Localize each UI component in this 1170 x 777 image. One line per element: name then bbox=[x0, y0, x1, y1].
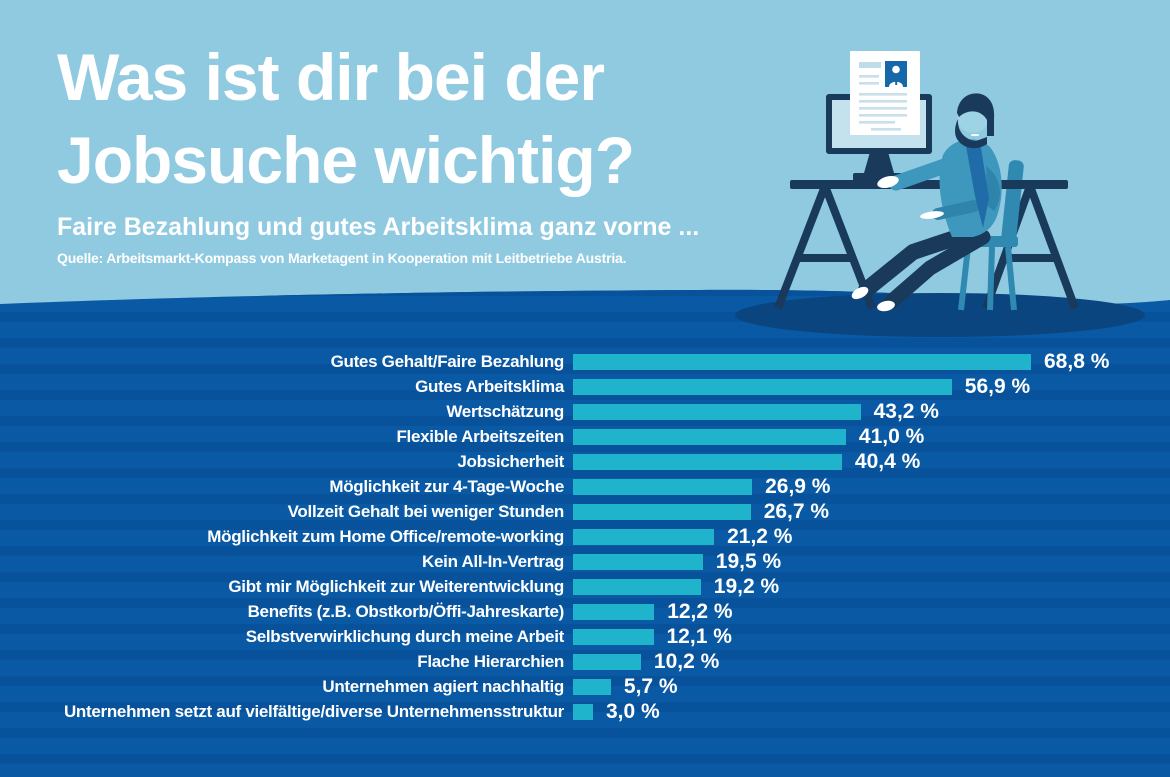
bar bbox=[573, 453, 842, 470]
bar-label: Flache Hierarchien bbox=[0, 652, 564, 672]
title-line-1: Was ist dir bei der bbox=[57, 40, 605, 114]
chart-row: Unternehmen agiert nachhaltig 5,7 % bbox=[0, 674, 1170, 699]
bar-label-text: Gutes Arbeitsklima bbox=[415, 376, 564, 396]
shoe bbox=[877, 300, 895, 312]
bar-label-text: Gutes Gehalt/Faire Bezahlung bbox=[330, 351, 565, 371]
chart-row: Möglichkeit zum Home Office/remote-worki… bbox=[0, 524, 1170, 549]
bar-label: Gibt mir Möglichkeit zur Weiterentwicklu… bbox=[0, 577, 564, 597]
bar-label: Selbstverwirklichung durch meine Arbeit bbox=[0, 626, 565, 647]
bar bbox=[573, 528, 715, 545]
man bbox=[851, 93, 1002, 312]
desk-top bbox=[790, 180, 1068, 189]
chart-row: Flexible Arbeitszeiten 41,0 % bbox=[0, 424, 1170, 449]
floor-shadow bbox=[735, 293, 1145, 337]
hair bbox=[957, 93, 995, 136]
bar-label-text: Möglichkeit zum Home Office/remote-worki… bbox=[207, 526, 564, 546]
bar-label-text: Gibt mir Möglichkeit zur Weiterentwicklu… bbox=[228, 576, 564, 596]
bar bbox=[573, 578, 701, 595]
chart-row: Gutes Gehalt/Faire Bezahlung 68,8 % bbox=[0, 349, 1170, 374]
bar-value: 3,0 % bbox=[606, 699, 660, 723]
bar-label: Kein All-In-Vertrag bbox=[0, 552, 564, 572]
bar-value: 26,9 % bbox=[765, 474, 831, 498]
bar-value: 43,2 % bbox=[873, 399, 939, 423]
chart-row: Flache Hierarchien 10,2 % bbox=[0, 649, 1170, 674]
bar bbox=[573, 653, 641, 670]
bar-label: Benefits (z.B. Obstkorb/Öffi-Jahreskarte… bbox=[0, 601, 565, 622]
bar bbox=[573, 603, 655, 620]
bar-value: 68,8 % bbox=[1044, 349, 1110, 373]
bar-label-text: Benefits (z.B. Obstkorb/Öffi-Jahreskarte… bbox=[247, 601, 565, 621]
bar bbox=[573, 353, 1031, 370]
bar-label-text: Selbstverwirklichung durch meine Arbeit bbox=[245, 626, 565, 646]
bar-value: 19,5 % bbox=[715, 549, 782, 573]
bar bbox=[573, 403, 861, 420]
chart-row: Jobsicherheit 40,4 % bbox=[0, 449, 1170, 474]
bar-value: 19,2 % bbox=[713, 574, 780, 598]
bar-label-text: Vollzeit Gehalt bei weniger Stunden bbox=[287, 501, 565, 521]
bar bbox=[573, 678, 611, 695]
bar-value: 12,2 % bbox=[667, 599, 733, 623]
bar-label: Wertschätzung bbox=[0, 402, 564, 422]
bar-chart: Gutes Gehalt/Faire Bezahlung 68,8 % Gutes … bbox=[0, 349, 1170, 724]
bar bbox=[573, 428, 846, 445]
bar-label: Möglichkeit zur 4-Tage-Woche bbox=[0, 477, 564, 497]
bar-label: Flexible Arbeitszeiten bbox=[0, 427, 564, 447]
header: Was ist dir bei der Jobsuche wichtig? Fa… bbox=[57, 36, 699, 266]
shoe bbox=[851, 286, 869, 300]
chart-row: Kein All-In-Vertrag 19,5 % bbox=[0, 549, 1170, 574]
chart-row: Benefits (z.B. Obstkorb/Öffi-Jahreskarte… bbox=[0, 599, 1170, 624]
cv-photo bbox=[885, 61, 907, 87]
bar-label: Jobsicherheit bbox=[0, 452, 564, 472]
page-title: Was ist dir bei der Jobsuche wichtig? bbox=[57, 36, 699, 202]
bar-label-text: Wertschätzung bbox=[446, 401, 564, 421]
bar-label: Unternehmen agiert nachhaltig bbox=[0, 677, 564, 697]
bar-label-text: Jobsicherheit bbox=[457, 451, 564, 471]
chart-row: Selbstverwirklichung durch meine Arbeit 1… bbox=[0, 624, 1170, 649]
bar-label-text: Flexible Arbeitszeiten bbox=[396, 426, 564, 446]
chart-row: Gutes Arbeitsklima 56,9 % bbox=[0, 374, 1170, 399]
hand bbox=[877, 175, 899, 189]
bar-label: Unternehmen setzt auf vielfältige/divers… bbox=[0, 702, 564, 722]
mouth bbox=[971, 134, 979, 136]
chart-row: Wertschätzung 43,2 % bbox=[0, 399, 1170, 424]
bar-value: 40,4 % bbox=[854, 449, 921, 473]
bar-label-text: Unternehmen agiert nachhaltig bbox=[322, 676, 564, 696]
source-note: Quelle: Arbeitsmarkt-Kompass von Marketa… bbox=[57, 250, 627, 266]
man-at-desk-illustration bbox=[735, 51, 1145, 337]
chart-row: Unternehmen setzt auf vielfältige/divers… bbox=[0, 699, 1170, 724]
bar-label: Möglichkeit zum Home Office/remote-worki… bbox=[0, 527, 564, 547]
bar-value: 21,2 % bbox=[727, 524, 793, 548]
bar-value: 10,2 % bbox=[653, 649, 720, 673]
bar-label-text: Möglichkeit zur 4-Tage-Woche bbox=[329, 476, 564, 496]
title-line-2: Jobsuche wichtig? bbox=[57, 123, 635, 197]
bar-label-text: Kein All-In-Vertrag bbox=[422, 551, 564, 571]
chart-row: Gibt mir Möglichkeit zur Weiterentwicklu… bbox=[0, 574, 1170, 599]
bar-value: 56,9 % bbox=[964, 374, 1031, 398]
bar bbox=[573, 478, 753, 495]
bar-value: 5,7 % bbox=[623, 674, 678, 698]
bar-label-text: Unternehmen setzt auf vielfältige/divers… bbox=[63, 701, 564, 721]
bar bbox=[573, 503, 751, 520]
beard bbox=[955, 119, 987, 149]
bar-label: Vollzeit Gehalt bei weniger Stunden bbox=[0, 501, 565, 522]
bar bbox=[573, 703, 593, 720]
bar-label-text: Flache Hierarchien bbox=[417, 651, 564, 671]
chart-row: Vollzeit Gehalt bei weniger Stunden 26,7 … bbox=[0, 499, 1170, 524]
tie bbox=[966, 142, 989, 228]
bar-label: Gutes Arbeitsklima bbox=[0, 377, 564, 397]
chart-row: Möglichkeit zur 4-Tage-Woche 26,9 % bbox=[0, 474, 1170, 499]
bar bbox=[573, 378, 952, 395]
subtitle: Faire Bezahlung und gutes Arbeitsklima g… bbox=[57, 213, 700, 241]
bar-value: 26,7 % bbox=[763, 499, 830, 523]
bar bbox=[573, 553, 703, 570]
bar-value: 12,1 % bbox=[666, 624, 732, 648]
bar-value: 41,0 % bbox=[858, 424, 925, 448]
cv-document bbox=[850, 51, 920, 135]
bar bbox=[573, 628, 654, 645]
pen bbox=[920, 211, 944, 219]
bar-label: Gutes Gehalt/Faire Bezahlung bbox=[0, 351, 565, 372]
